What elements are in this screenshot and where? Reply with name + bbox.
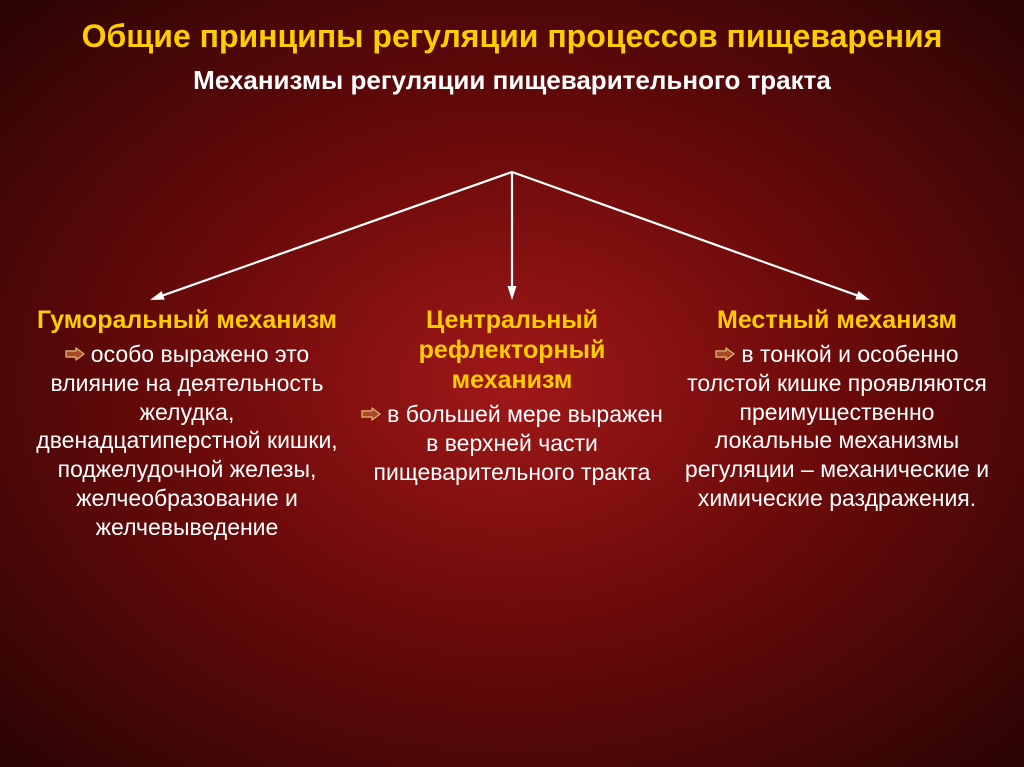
column-heading: Гуморальный механизм — [32, 305, 342, 335]
slide-subtitle: Механизмы регуляции пищеварительного тра… — [30, 65, 994, 96]
column-body: в тонкой и особенно толстой кишке проявл… — [682, 339, 992, 513]
bullet-arrow-icon — [361, 399, 381, 428]
column-body: особо выражено это влияние на деятельнос… — [32, 339, 342, 541]
bullet-arrow-icon — [65, 339, 85, 368]
bullet-arrow-icon — [715, 339, 735, 368]
column-heading: Местный механизм — [682, 305, 992, 335]
column-heading: Центральный рефлекторный механизм — [357, 305, 667, 395]
column-reflex: Центральный рефлекторный механизм в боль… — [357, 305, 667, 541]
branch-arrows — [0, 160, 1024, 310]
columns-container: Гуморальный механизм особо выражено это … — [32, 305, 992, 541]
slide: Общие принципы регуляции процессов пищев… — [0, 0, 1024, 767]
column-humoral: Гуморальный механизм особо выражено это … — [32, 305, 342, 541]
column-body: в большей мере выражен в верхней части п… — [357, 399, 667, 486]
slide-title: Общие принципы регуляции процессов пищев… — [30, 18, 994, 55]
column-body-text: особо выражено это влияние на деятельнос… — [36, 341, 337, 540]
column-body-text: в большей мере выражен в верхней части п… — [374, 401, 663, 485]
column-local: Местный механизм в тонкой и особенно тол… — [682, 305, 992, 541]
